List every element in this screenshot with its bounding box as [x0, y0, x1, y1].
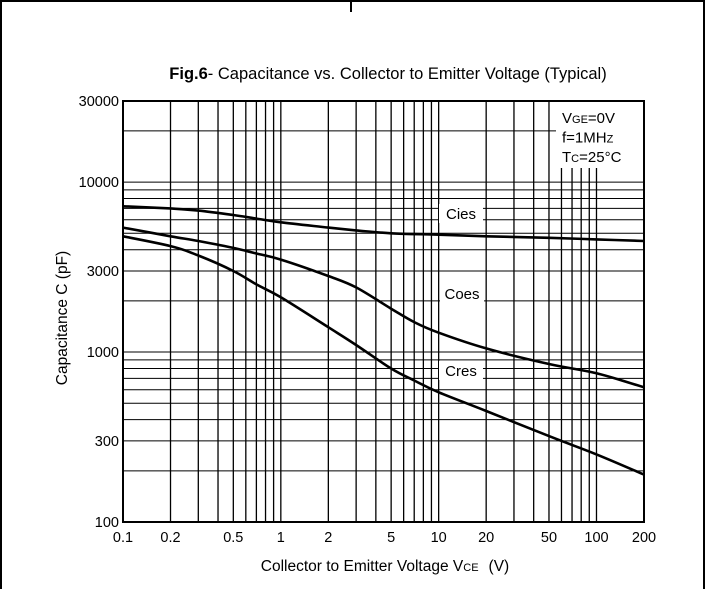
- x-tick-label: 50: [541, 530, 557, 546]
- y-tick-label: 300: [95, 434, 119, 450]
- chart-title: Fig.6- Capacitance vs. Collector to Emit…: [169, 65, 606, 83]
- x-tick-label: 0.2: [160, 530, 180, 546]
- series-line-coes: [122, 226, 645, 389]
- x-tick-label: 10: [431, 530, 447, 546]
- grid: [123, 101, 644, 522]
- x-axis-label-unit: (V): [489, 558, 510, 575]
- y-tick-label: 30000: [79, 94, 119, 110]
- series-label-cres: Cres: [445, 363, 477, 380]
- series-label-coes: Coes: [444, 286, 479, 303]
- x-axis-label: Collector to Emitter Voltage VCE (V): [261, 558, 509, 575]
- frame-top-tick: [350, 0, 352, 12]
- series-label-box: [440, 284, 484, 303]
- series-line-cies: [122, 205, 645, 243]
- y-tick-label: 3000: [87, 264, 119, 280]
- x-axis-label-main: Collector to Emitter Voltage V: [261, 558, 464, 575]
- x-tick-label: 2: [324, 530, 332, 546]
- series-lines: [122, 205, 645, 476]
- x-axis-label-sub: CE: [463, 562, 478, 574]
- y-tick-label: 10000: [79, 175, 119, 191]
- x-tick-label: 5: [387, 530, 395, 546]
- frame-right-border: [703, 0, 705, 589]
- x-tick-label: 100: [584, 530, 608, 546]
- frame-top-border: [0, 0, 705, 2]
- series-label-box: [439, 204, 483, 223]
- series-label-box: [439, 361, 483, 380]
- x-tick-label: 1: [277, 530, 285, 546]
- y-tick-label: 100: [95, 515, 119, 531]
- test-conditions: VGE=0V f=1MHZ TC=25°C: [556, 102, 643, 168]
- tick-labels: 0.1 0.2 0.5 1 2 5 10 20 50 100 200 100 300 1000 3000 10…: [79, 94, 656, 546]
- chart-title-bold: Fig.6: [169, 65, 208, 83]
- x-tick-label: 200: [632, 530, 656, 546]
- y-tick-label: 1000: [87, 345, 119, 361]
- series-line-cres: [122, 235, 645, 476]
- frame-left-border: [0, 0, 2, 589]
- conditions-background: [556, 102, 643, 168]
- plot-area: [122, 100, 645, 523]
- chart-title-rest: - Capacitance vs. Collector to Emitter V…: [208, 65, 607, 83]
- x-tick-label: 0.5: [223, 530, 243, 546]
- x-tick-label: 0.1: [113, 530, 133, 546]
- x-tick-label: 20: [478, 530, 494, 546]
- condition-line: VGE=0V: [562, 110, 615, 127]
- condition-line: f=1MHZ: [562, 130, 614, 147]
- condition-line: TC=25°C: [562, 149, 622, 166]
- series-label-cies: Cies: [446, 206, 476, 223]
- series-labels: Cies Coes Cres: [439, 204, 484, 380]
- y-axis-label: Capacitance C (pF): [54, 251, 71, 385]
